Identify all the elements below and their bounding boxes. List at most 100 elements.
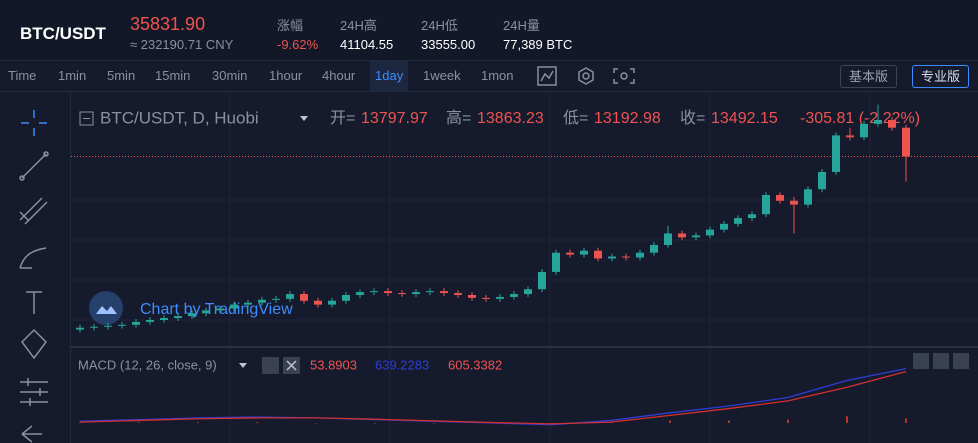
symbol: BTC/USDT, D, Huobi [100,108,259,127]
candle-body [160,318,168,320]
macd-histogram-bar [315,423,317,424]
candle-body [342,295,350,301]
candle-body [692,235,700,238]
interval[interactable]: 4hour [322,68,356,83]
candle-body [286,294,294,299]
candle-body [146,320,154,322]
candle-body [874,120,882,124]
candle-body [790,200,798,205]
macd-title: MACD (12, 26, close, 9) [78,357,217,372]
interval[interactable]: 30min [212,68,248,83]
candle-body [188,313,196,317]
candle-body [426,291,434,293]
pane-buttons[interactable] [913,353,969,369]
macd-histogram-bar [374,423,376,424]
toolbar: Time 1min 5min 15min 30min 1hour 4hour 1… [0,61,978,92]
candle-body [244,302,252,305]
candle-body [566,252,574,255]
candle-body [300,294,308,301]
candle-body [664,233,672,245]
candle-body [174,316,182,319]
interval[interactable]: 1hour [269,68,303,83]
stat-label: 24H量 [503,18,540,33]
candle-body [76,327,84,330]
candle-body [440,291,448,294]
pair: BTC/USDT [20,24,106,43]
grid [71,92,978,443]
candle-body [370,291,378,293]
candle-body [454,293,462,295]
stat-value: -9.62% [277,37,319,52]
stat-label: 涨幅 [277,18,304,33]
candle-body [902,127,910,157]
candle-body [398,293,406,295]
stat-value: 33555.00 [421,37,476,52]
candle-body [706,229,714,236]
stat-value: 77,389 BTC [503,37,573,52]
candle-body [622,256,630,258]
candle-body [258,299,266,303]
ohlc-value: 13863.23 [477,110,544,127]
macd-histogram-bar [728,420,730,423]
interval[interactable]: Time [8,68,37,83]
candle-body [552,252,560,272]
stat-label: 24H低 [421,18,458,33]
candle-body [482,297,490,299]
macd-value: 605.3382 [448,357,502,372]
header: BTC/USDT 35831.90 ≈ 232190.71 CNY 涨幅 -9.… [0,0,978,61]
macd-value: 53.8903 [310,357,357,372]
interval[interactable]: 1mon [481,68,514,83]
interval[interactable]: 5min [107,68,136,83]
candle-body [510,294,518,297]
candle-body [90,326,98,328]
candle-body [860,123,868,138]
collapse-icon[interactable] [79,111,94,126]
macd-histogram-bar [433,423,435,424]
interval-active[interactable]: 1day [370,61,409,91]
tool-icons[interactable] [535,66,645,86]
candle-body [230,304,238,309]
candle-body [720,223,728,230]
candle-body [734,218,742,224]
candle-body [412,292,420,295]
candle-body [636,252,644,258]
candle-body [538,271,546,290]
version-button[interactable]: 专业版 [912,65,970,88]
settings-icon[interactable] [262,357,279,374]
macd-line [79,370,907,425]
macd-histogram-bar [138,422,140,423]
candle-body [888,120,896,128]
macd-histogram-bar [197,422,199,423]
macd-value: 639.2283 [375,357,429,372]
macd-histogram-bar [787,419,789,423]
macd-histogram-bar [256,422,258,423]
ohlc-label: 开= [330,110,355,127]
ohlc-label: 低= [563,109,588,127]
candle-body [832,135,840,172]
interval[interactable]: 15min [155,68,191,83]
macd-histogram-bar [905,418,907,423]
candle-body [314,300,322,305]
dropdown-icon[interactable] [300,116,308,121]
candle-body [118,324,126,326]
candle-body [580,250,588,255]
version-button[interactable]: 基本版 [840,65,898,88]
interval[interactable]: 1week [423,68,461,83]
tool-icons[interactable] [0,92,70,443]
ohlc-value: 13797.97 [361,110,428,127]
candle-body [202,310,210,314]
candle-body [216,308,224,311]
macd-histogram-bar [79,422,81,423]
stat-value: 41104.55 [340,37,394,52]
macd-histogram-bar [846,416,848,423]
candle-body [524,289,532,295]
candle-body [776,195,784,201]
candle-body [272,298,280,300]
candle-body [132,321,140,325]
dropdown-icon[interactable] [239,363,247,368]
candle-body [762,195,770,215]
candle-body [678,233,686,238]
interval[interactable]: 1min [58,68,87,83]
